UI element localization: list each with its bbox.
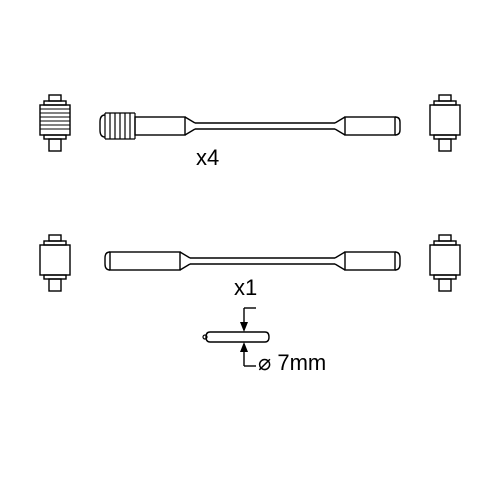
cable-x4 [100,113,400,139]
connector-square-bottom-right [430,235,460,291]
label-cable2-qty: x1 [234,275,257,301]
connector-square-top-right [430,95,460,151]
cable-x1 [105,252,400,270]
connector-square-bottom-left [40,235,70,291]
label-diameter: ⌀ 7mm [258,350,326,376]
diagram-canvas [0,0,500,500]
label-cable1-qty: x4 [196,145,219,171]
connector-ribbed-top-left [40,95,70,151]
